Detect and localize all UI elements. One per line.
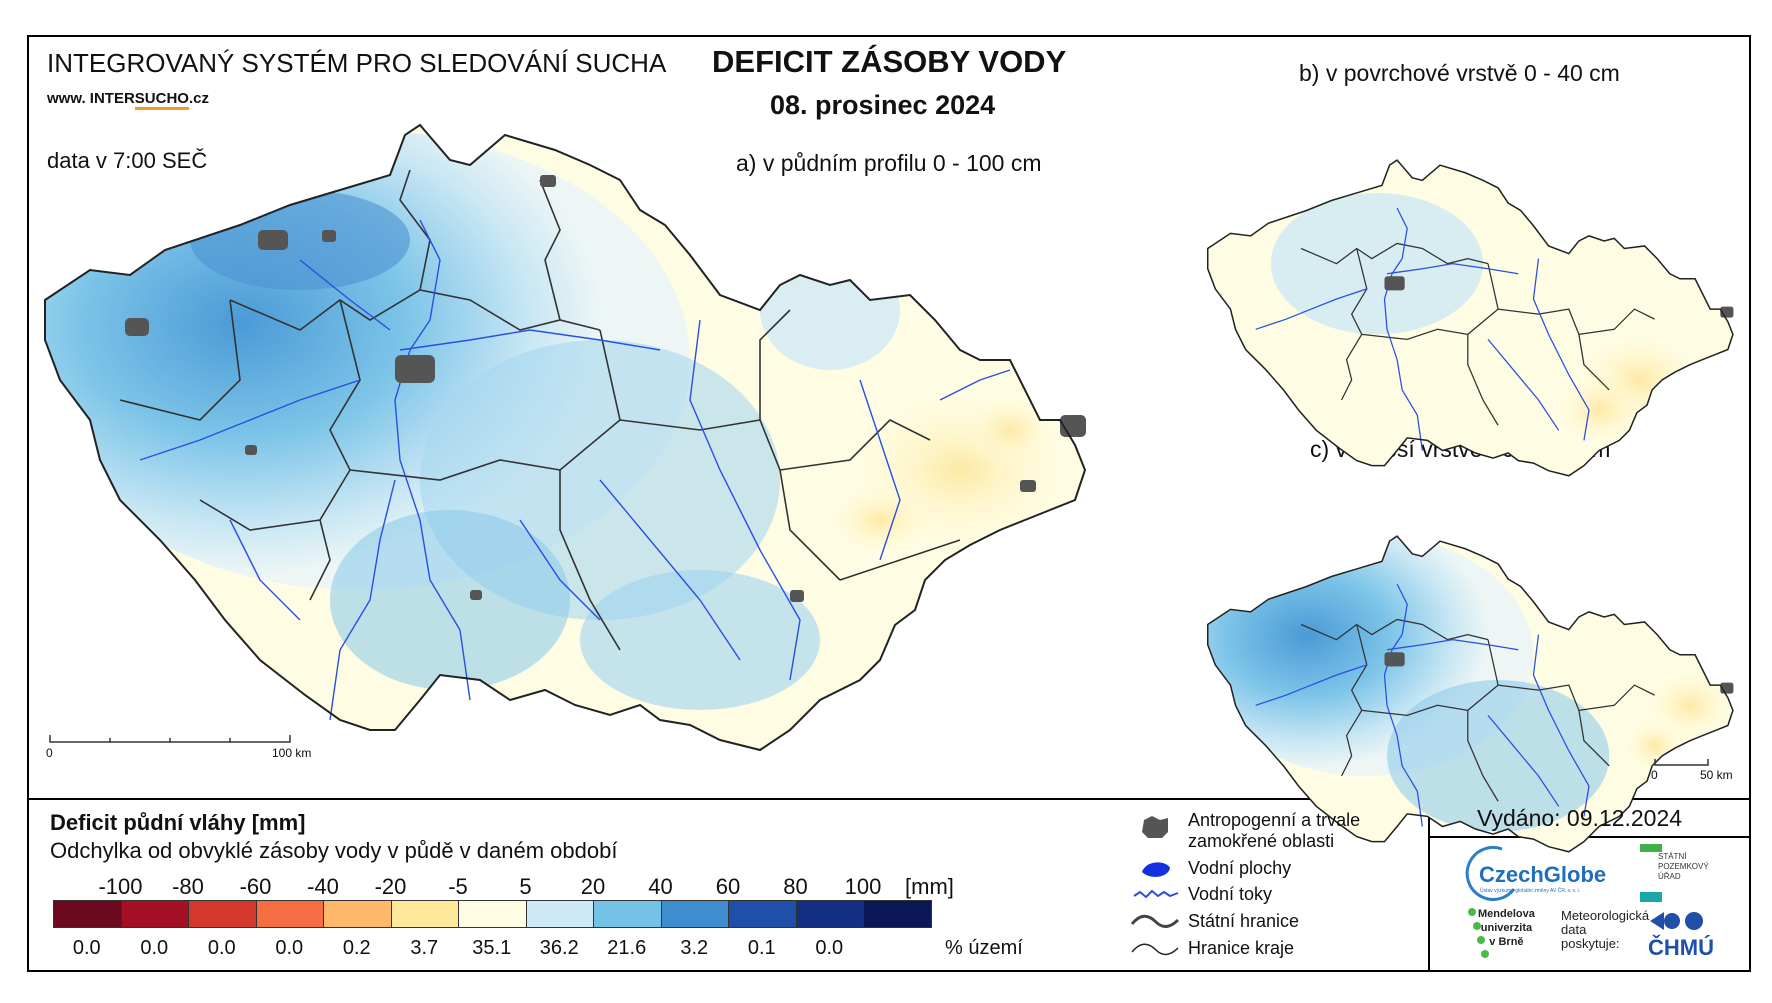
legend-percentage-label: 36.2 [539,937,579,959]
map-frame [27,35,1751,972]
legend-percentage-label: 0.0 [207,937,236,959]
data-time: data v 7:00 SEČ [47,148,208,173]
legend-color-cell [458,900,527,928]
czechglobe-logo: CzechGlobe [1479,862,1607,887]
legend-threshold-label: -80 [172,874,204,899]
legend-color-cell [188,900,257,928]
legend-color-cell [525,900,594,928]
water-body-icon [1142,862,1170,877]
meteo-data-label: Meteorologická data poskytuje: [1561,908,1650,951]
mendel-logo: Mendelova univerzita v Brně [1478,908,1535,948]
legend-color-cell [255,900,324,928]
legend-color-cell [390,900,459,928]
spu-logo: STÁTNÍ POZEMKOVÝ ÚŘAD [1658,852,1709,881]
urban-symbol-icon [1142,816,1168,838]
legend-subtitle: Odchylka od obvyklé zásoby vody v půdě v… [50,838,618,863]
legend-threshold-label: 20 [580,874,606,899]
state-border-icon [1130,914,1180,928]
map-c-deep [1206,535,1734,853]
legend-unit-top: [mm] [905,874,954,899]
legend-urban: Antropogenní a trvale zamokřené oblasti [1188,810,1361,851]
date: 08. prosinec 2024 [770,90,996,120]
website-link[interactable]: www. INTERSUCHO.cz [47,90,209,110]
legend-percentage-label: 3.7 [410,937,439,959]
legend-threshold-label: 80 [783,874,808,899]
legend-color-cell [323,900,392,928]
legend-threshold-label: 5 [519,874,532,899]
legend-color-cell [863,900,932,928]
legend-region-border: Hranice kraje [1188,938,1295,958]
legend-color-cell [660,900,729,928]
czechglobe-logo-icon [1465,845,1516,901]
legend-color-cell [593,900,662,928]
legend-color-cell [53,900,122,928]
scale-main-start: 0 [46,746,53,760]
legend-threshold-label: -60 [239,874,272,899]
scale-main-end: 100 km [272,746,312,760]
legend-streams: Vodní toky [1188,884,1273,904]
legend-percentage-label: 3.2 [680,937,709,959]
legend-threshold-label: 40 [648,874,673,899]
legend-color-cell [795,900,864,928]
legend-threshold-label: 100 [844,874,882,899]
legend-percentage-label: 35.1 [472,937,512,959]
legend-color-cell [728,900,797,928]
legend-percentage-label: 0.1 [747,937,776,959]
czechglobe-sub: Ústav výzkumu globální změny AV ČR, v. v… [1480,888,1581,894]
divider [1428,798,1430,972]
legend-water-bodies: Vodní plochy [1188,858,1292,878]
legend-percentage-label: 0.0 [275,937,304,959]
system-title: INTEGROVANÝ SYSTÉM PRO SLEDOVÁNÍ SUCHA [47,48,667,78]
legend-percentage-label: 0.0 [140,937,169,959]
scale-small-start: 0 [1651,768,1658,782]
legend-threshold-label: 60 [715,874,741,899]
main-title: DEFICIT ZÁSOBY VODY [712,44,1067,79]
legend-state-border: Státní hranice [1188,911,1300,931]
region-border-icon [1131,943,1179,956]
scale-bar-small [1654,759,1709,766]
map-a-profile [44,124,1086,751]
legend-title: Deficit půdní vláhy [mm] [50,810,306,835]
map-a-label: a) v půdním profilu 0 - 100 cm [736,150,1042,176]
stream-icon [1133,889,1179,899]
legend-percentage-label: 21.6 [607,937,647,959]
map-b-label: b) v povrchové vrstvě 0 - 40 cm [1299,60,1620,86]
legend-unit-bottom: % území [945,937,1023,959]
chmu-logo-icon [1650,912,1703,930]
map-b-surface [1206,159,1734,477]
mendel-logo-icon [1468,908,1489,958]
legend-threshold-label: -100 [98,874,143,899]
legend-percentage-label: 0.2 [342,937,371,959]
legend-color-cell [120,900,189,928]
spu-logo-icon [1640,844,1662,902]
legend-threshold-label: -5 [448,874,468,899]
chmu-logo: ČHMÚ [1648,935,1714,960]
scale-bar-main [49,735,291,743]
legend-threshold-label: -20 [374,874,407,899]
issued-date: Vydáno: 09.12.2024 [1477,805,1683,831]
legend-percentage-label: 0.0 [815,937,844,959]
divider [27,798,1751,800]
legend-threshold-label: -40 [307,874,339,899]
legend-percentage-label: 0.0 [72,937,101,959]
scale-small-end: 50 km [1700,768,1733,782]
